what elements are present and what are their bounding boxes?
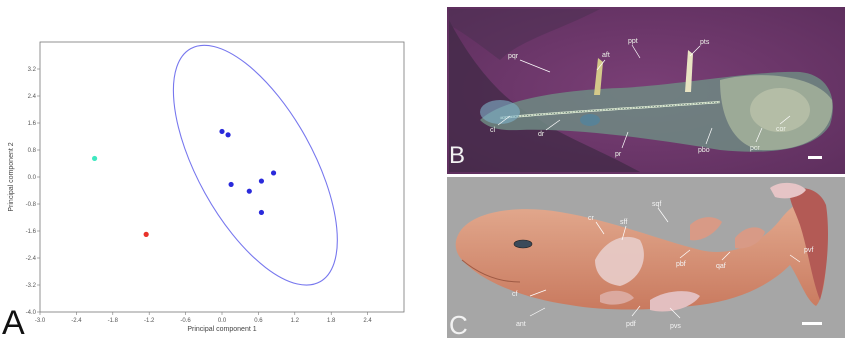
x-tick-label: 1.2 — [291, 318, 300, 324]
y-tick-label: 0.8 — [28, 148, 37, 154]
specimen-label-pvf: pvf — [804, 247, 813, 254]
data-point — [270, 170, 277, 176]
specimen-label-pbf: pbf — [676, 261, 686, 268]
data-point — [92, 155, 98, 162]
fossil-annotations — [497, 44, 791, 149]
y-tick-label: -0.8 — [26, 202, 37, 208]
x-tick-label: -2.4 — [71, 318, 82, 324]
data-point — [143, 231, 149, 237]
specimen-label-cr: cr — [588, 215, 595, 222]
y-tick-label: 2.4 — [28, 94, 37, 100]
y-tick-label: -2.4 — [26, 256, 37, 262]
plot-frame — [39, 41, 405, 313]
specimen-label-sff: sff — [620, 219, 627, 226]
data-point — [246, 188, 252, 194]
panel-label-c: C — [449, 310, 468, 340]
y-tick-label: -3.2 — [26, 283, 37, 289]
specimen-annotations — [529, 207, 801, 319]
specimen-label-qaf: qaf — [716, 263, 726, 270]
fossil-label-ppt: ppt — [628, 38, 638, 45]
specimen-label-ant: ant — [516, 321, 526, 328]
specimen-label-cf: cf — [512, 291, 518, 298]
x-axis-label: Principal component 1 — [187, 326, 256, 333]
fossil-label-pbo: pbo — [698, 147, 710, 154]
specimen-photo: cr sff sqf pbf cf qaf pdf pvf ant pvs — [447, 177, 845, 338]
x-axis-ticks: -3.0 -2.4 -1.8 -1.2 -0.6 0.0 0.6 1.2 1.8 2.4 — [35, 312, 372, 324]
fossil-label-aft: aft — [602, 52, 610, 59]
y-axis-label: Principal component 2 — [8, 142, 15, 211]
fossil-label-pqr: pqr — [508, 53, 519, 60]
fossil-label-pts: pts — [700, 39, 710, 46]
fossil-photo: pqr ppt aft pts cl dr pr pbo pcr cor — [447, 7, 845, 174]
specimen-label-pvs: pvs — [670, 323, 681, 330]
data-point — [258, 178, 265, 184]
y-tick-label: 3.2 — [28, 67, 37, 73]
fossil-label-cor: cor — [776, 126, 786, 133]
confidence-ellipse — [172, 44, 338, 286]
data-point — [225, 132, 231, 138]
specimen-label-pdf: pdf — [626, 321, 636, 328]
specimen-label-sqf: sqf — [652, 201, 661, 208]
x-tick-label: -1.2 — [144, 318, 155, 324]
fossil-label-dr: dr — [538, 131, 545, 138]
x-tick-label: -3.0 — [35, 318, 46, 324]
fossil-label-cl: cl — [490, 127, 496, 134]
x-tick-label: 0.6 — [254, 318, 263, 324]
fossil-label-pr: pr — [615, 151, 622, 158]
fossil-label-pcr: pcr — [750, 145, 760, 152]
data-point — [219, 128, 225, 135]
panel-label-a: A — [2, 304, 25, 342]
x-tick-label: 2.4 — [363, 318, 372, 324]
pca-chart: -3.0 -2.4 -1.8 -1.2 -0.6 0.0 0.6 1.2 1.8 2.4 3.2 2… — [8, 41, 405, 333]
y-tick-label: -4.0 — [26, 310, 37, 316]
data-point — [258, 209, 265, 216]
x-tick-label: -0.6 — [180, 318, 191, 324]
data-points — [92, 128, 277, 237]
x-tick-label: -1.8 — [108, 318, 119, 324]
x-tick-label: 1.8 — [327, 318, 336, 324]
data-point — [228, 181, 234, 188]
x-tick-label: 0.0 — [218, 318, 227, 324]
y-tick-label: -1.6 — [26, 229, 37, 235]
panel-label-b: B — [449, 142, 466, 169]
y-tick-label: 0.0 — [28, 175, 37, 181]
y-axis-ticks: 3.2 2.4 1.6 0.8 0.0 -0.8 -1.6 -2.4 -3.2 -4.0 — [26, 67, 40, 316]
y-tick-label: 1.6 — [28, 121, 37, 127]
